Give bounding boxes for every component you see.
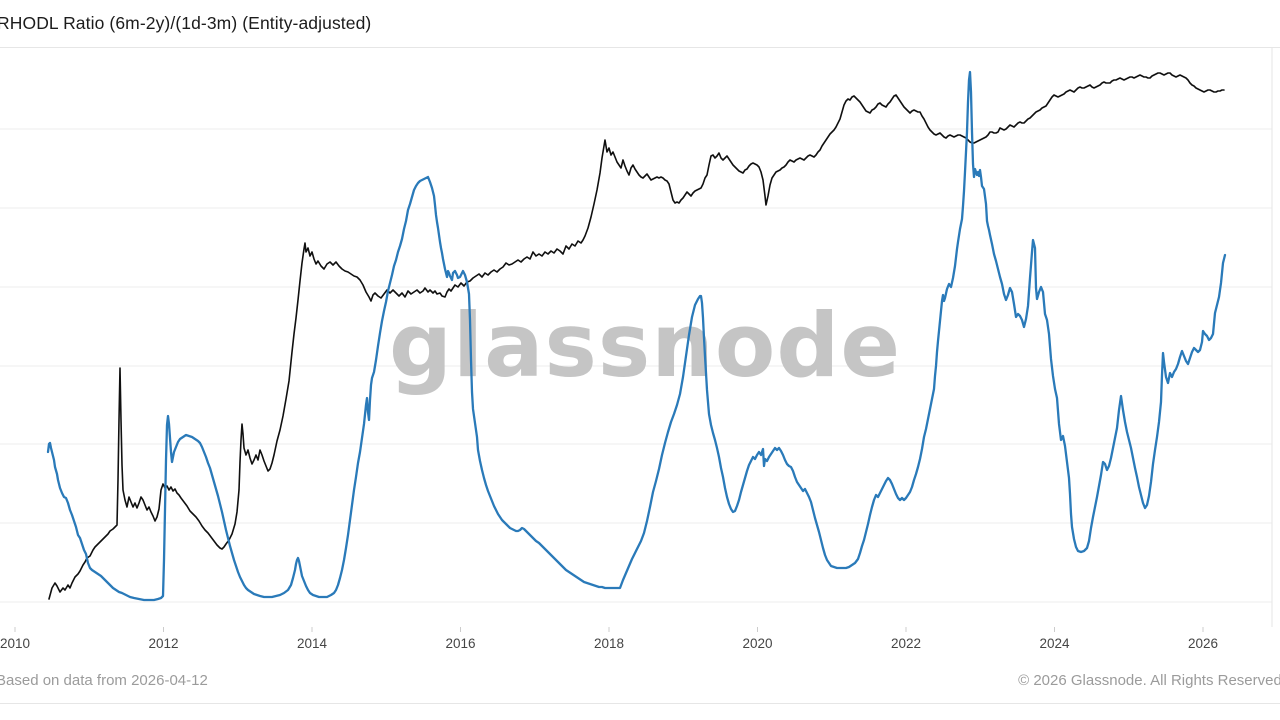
footer-data-source: Based on data from 2026-04-12 <box>0 672 208 689</box>
x-tick-label: 2010 <box>0 636 31 651</box>
x-tick-label: 2024 <box>1039 636 1070 651</box>
x-tick-label: 2012 <box>148 636 179 651</box>
x-tick-label: 2014 <box>296 636 328 651</box>
footer-divider <box>0 703 1280 704</box>
unlabeled-black-series <box>48 72 1225 600</box>
footer-copyright: © 2026 Glassnode. All Rights Reserved. <box>1018 672 1280 689</box>
title-divider <box>0 47 1280 48</box>
x-tick-label: 2026 <box>1187 636 1219 651</box>
rhodl-ratio-blue-series <box>46 70 1227 602</box>
x-tick-label: 2022 <box>890 636 922 651</box>
chart-title: RHODL Ratio (6m-2y)/(1d-3m) (Entity-adju… <box>0 13 372 33</box>
x-tick-label: 2020 <box>742 636 773 651</box>
glassnode-watermark: glassnode <box>389 294 901 397</box>
x-tick-label: 2018 <box>593 636 625 651</box>
x-tick-label: 2016 <box>445 636 476 651</box>
